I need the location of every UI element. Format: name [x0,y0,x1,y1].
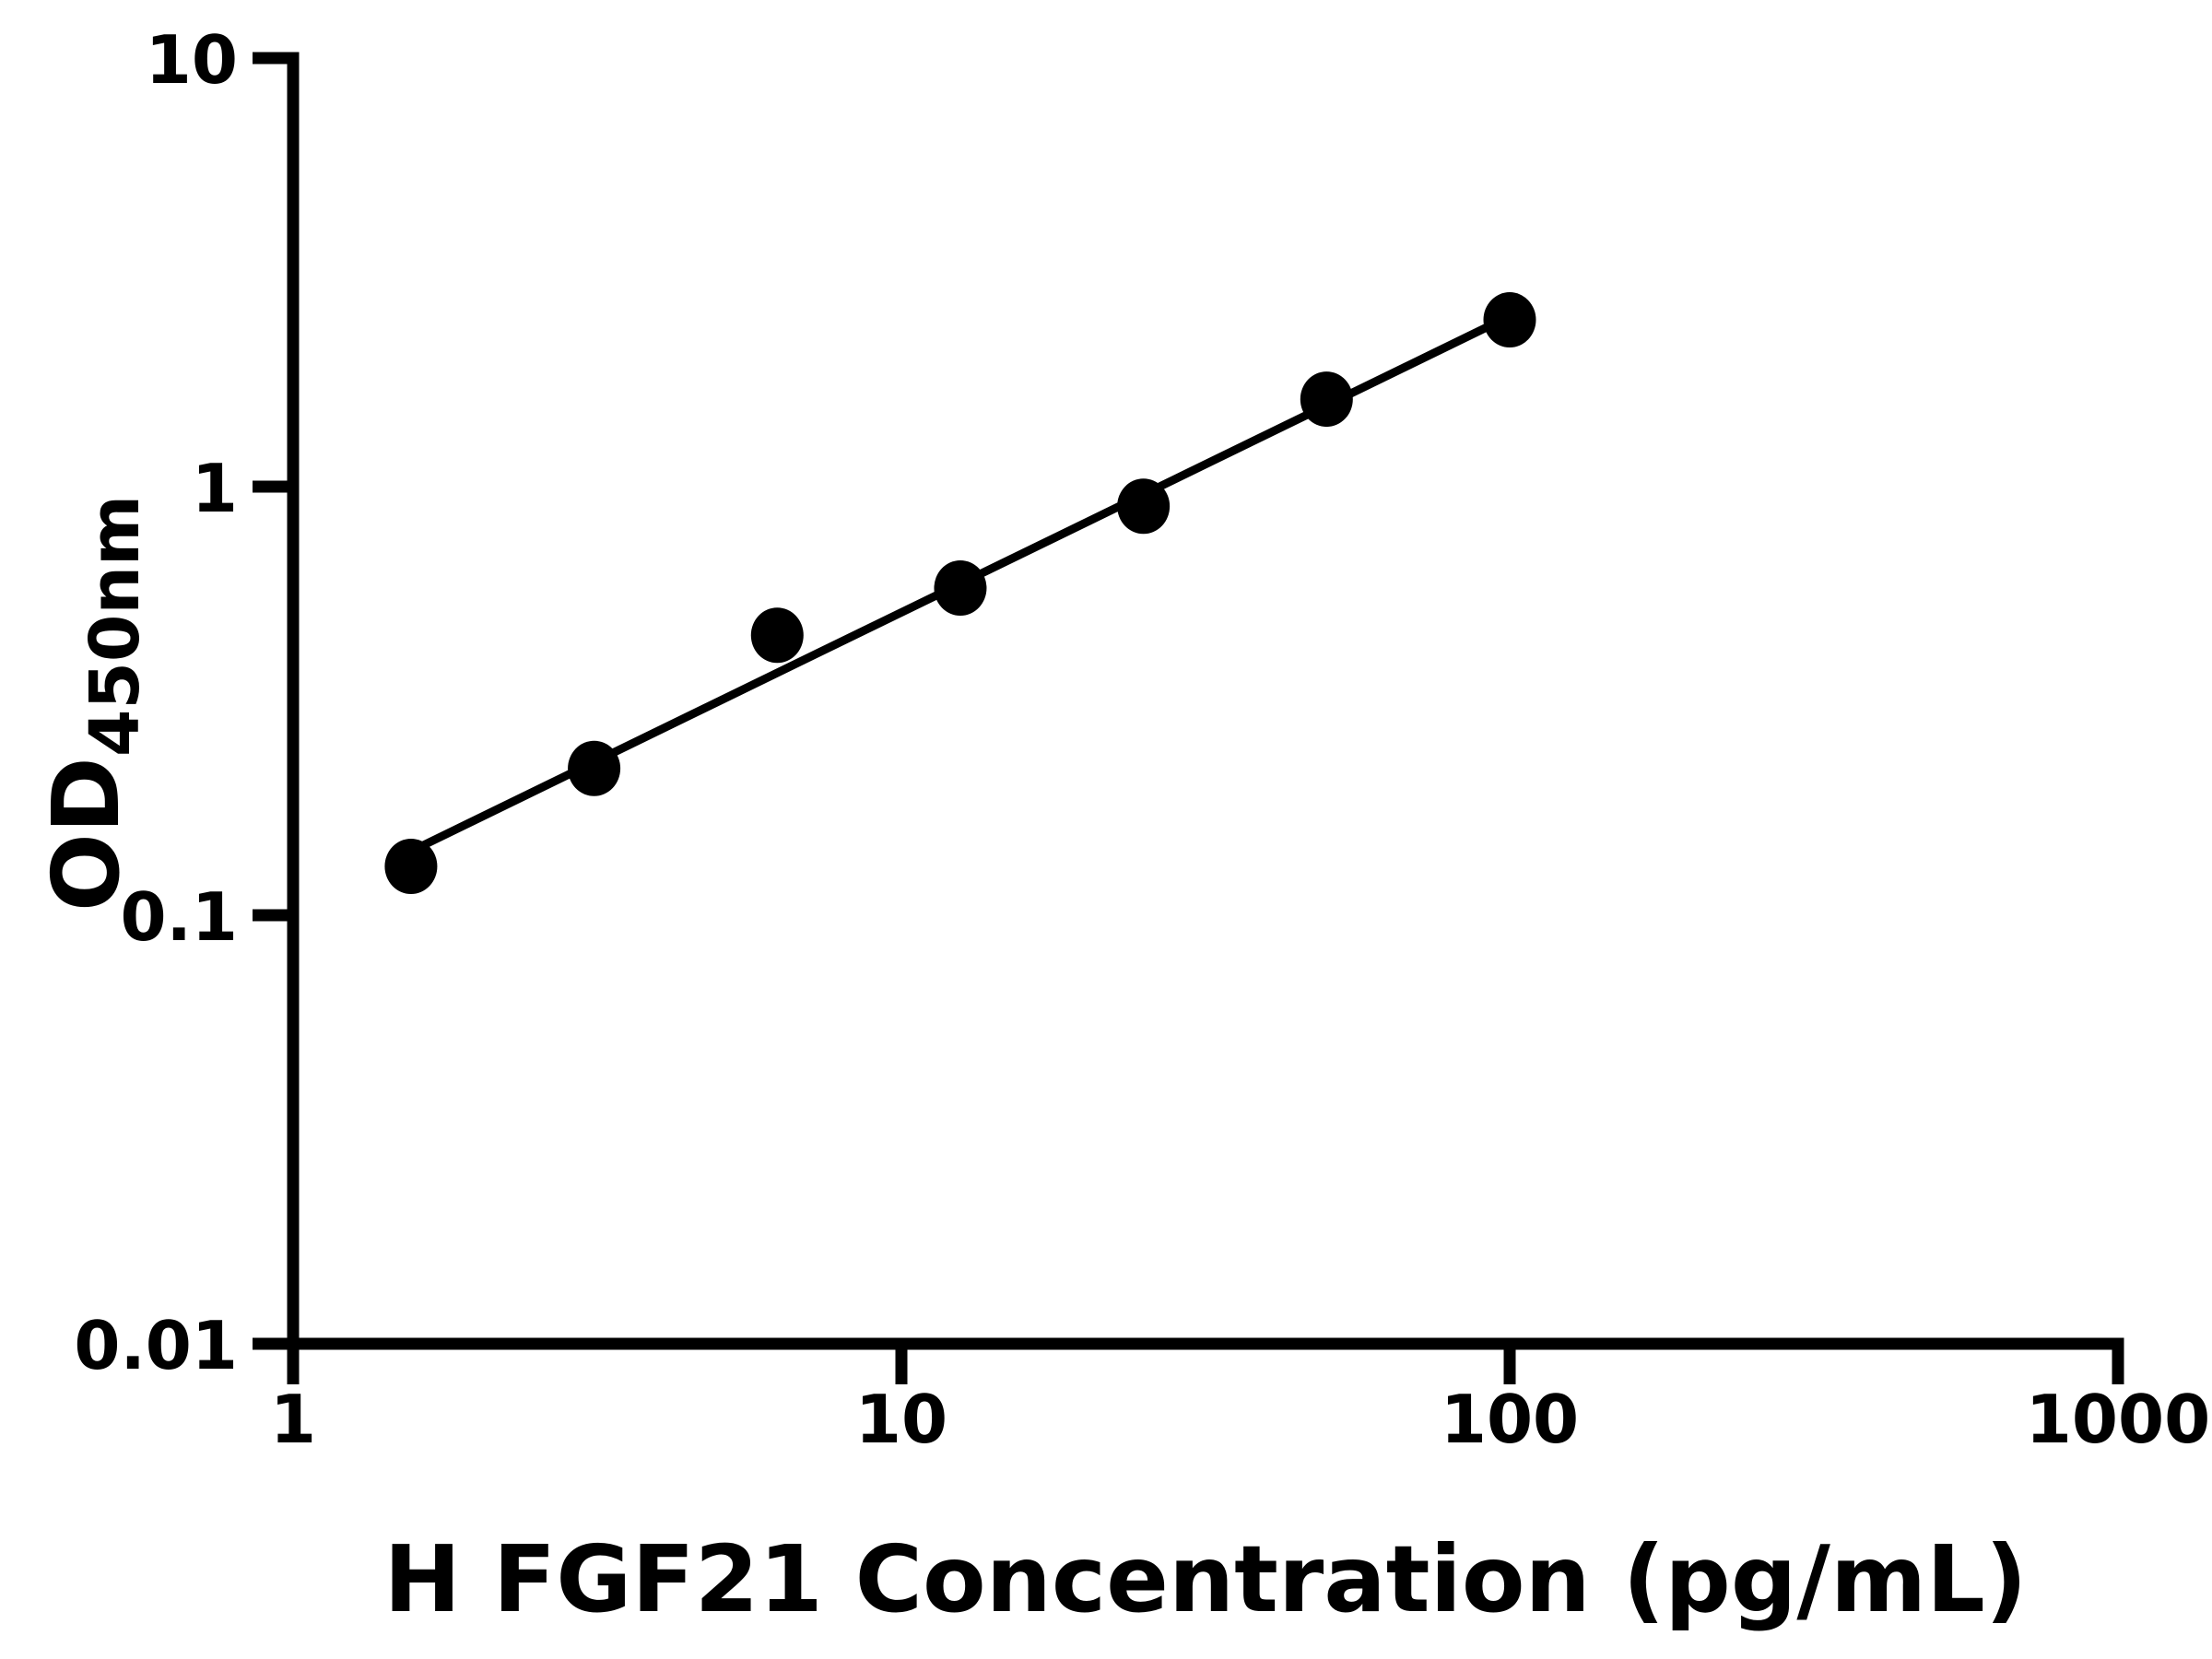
data-point [934,560,987,617]
data-point [1300,371,1353,428]
data-point [568,740,621,796]
data-point [384,839,438,895]
y-axis-title-main: OD [32,757,140,912]
data-point [1117,478,1171,535]
plot-render-layer: 1 10 100 1000 10 1 0.1 0.01 [74,21,2210,1458]
data-point [750,607,804,664]
y-tick-label: 10 [146,21,238,99]
data-point [1483,292,1536,348]
x-tick-label: 100 [1441,1381,1579,1458]
x-tick-label: 1 [270,1381,316,1458]
y-tick-label: 1 [192,450,238,527]
x-tick-label: 1000 [2026,1381,2210,1458]
y-tick-label: 0.01 [74,1307,238,1384]
x-axis-title: H FGF21 Concentration (pg/mL) [383,1525,2027,1633]
x-tick-label: 10 [855,1381,947,1458]
y-tick-label: 0.1 [120,878,238,956]
y-axis-title-subscript: 450nm [76,495,155,757]
y-axis-title: OD450nm [32,495,155,912]
